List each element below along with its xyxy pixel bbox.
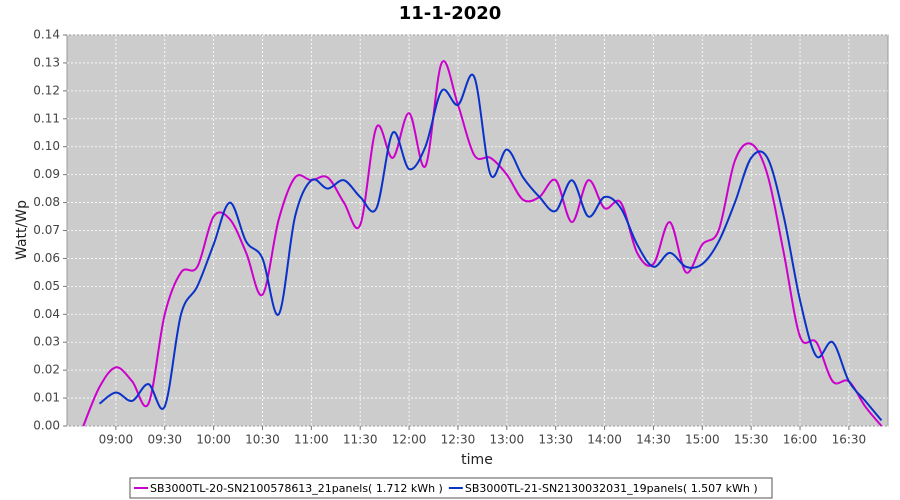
chart-title: 11-1-2020 — [399, 3, 502, 24]
series-line — [82, 60, 883, 427]
x-tick-label: 13:30 — [538, 433, 573, 447]
legend-label: SB3000TL-20-SN2100578613_21panels( 1.712… — [150, 482, 443, 495]
y-tick-label: 0.01 — [33, 391, 60, 405]
x-tick-label: 09:30 — [147, 433, 182, 447]
y-tick-label: 0.07 — [33, 223, 60, 237]
y-tick-label: 0.00 — [33, 419, 60, 433]
y-tick-label: 0.14 — [33, 28, 60, 42]
y-tick-label: 0.04 — [33, 307, 60, 321]
y-tick-label: 0.08 — [33, 195, 60, 209]
x-tick-label: 13:00 — [490, 433, 525, 447]
y-tick-label: 0.02 — [33, 363, 60, 377]
x-tick-label: 12:30 — [441, 433, 476, 447]
series-line — [98, 73, 883, 422]
x-tick-label: 10:30 — [245, 433, 280, 447]
legend-label: SB3000TL-21-SN2130032031_19panels( 1.507… — [465, 482, 758, 495]
x-tick-label: 11:30 — [343, 433, 378, 447]
x-tick-label: 14:30 — [636, 433, 671, 447]
y-tick-label: 0.05 — [33, 279, 60, 293]
x-tick-label: 12:00 — [392, 433, 427, 447]
y-tick-label: 0.10 — [33, 139, 60, 153]
x-axis-label: time — [461, 452, 493, 468]
y-axis-label: Watt/Wp — [14, 200, 30, 260]
y-tick-label: 0.13 — [33, 55, 60, 69]
x-tick-label: 16:30 — [832, 433, 867, 447]
x-tick-label: 11:00 — [294, 433, 329, 447]
x-tick-label: 15:30 — [734, 433, 769, 447]
y-tick-label: 0.11 — [33, 111, 60, 125]
y-tick-label: 0.06 — [33, 251, 60, 265]
x-tick-label: 09:00 — [99, 433, 134, 447]
x-tick-label: 10:00 — [196, 433, 231, 447]
y-tick-label: 0.12 — [33, 83, 60, 97]
y-tick-label: 0.09 — [33, 167, 60, 181]
x-tick-label: 16:00 — [783, 433, 818, 447]
y-tick-label: 0.03 — [33, 335, 60, 349]
x-tick-label: 15:00 — [685, 433, 720, 447]
x-tick-label: 14:00 — [587, 433, 622, 447]
